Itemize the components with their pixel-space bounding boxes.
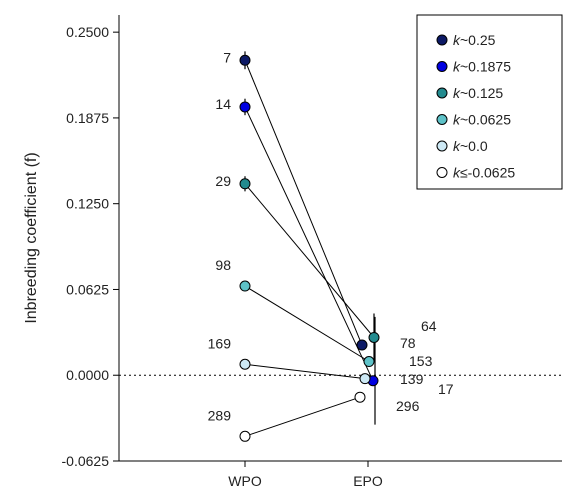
wpo-n-label: 169 bbox=[208, 335, 232, 351]
legend-entry: k~0.0625 bbox=[453, 112, 511, 128]
legend-entry: k≤-0.0625 bbox=[453, 165, 515, 181]
y-axis-title-text: Inbreeding coefficient (f) bbox=[23, 152, 40, 323]
connector-line bbox=[244, 106, 374, 381]
y-tick-label: -0.0625 bbox=[62, 453, 110, 469]
epo-n-label: 139 bbox=[400, 371, 424, 387]
x-tick-label: EPO bbox=[353, 473, 383, 489]
wpo-n-label: 289 bbox=[208, 407, 232, 423]
legend-marker bbox=[436, 114, 448, 125]
y-tick-label: 0.0000 bbox=[66, 367, 109, 383]
epo-n-label: 78 bbox=[400, 335, 416, 351]
x-tick-label: WPO bbox=[228, 473, 262, 489]
y-tick-label: 0.2500 bbox=[66, 24, 109, 40]
wpo-point bbox=[239, 101, 251, 113]
epo-n-label: 296 bbox=[396, 398, 420, 414]
connector-line bbox=[244, 363, 366, 380]
connector-line bbox=[244, 183, 375, 338]
connector-line bbox=[244, 396, 361, 437]
connector-line bbox=[244, 60, 363, 346]
epo-point bbox=[368, 331, 380, 343]
wpo-point bbox=[239, 430, 251, 442]
epo-point bbox=[354, 391, 366, 403]
epo-point bbox=[363, 356, 375, 368]
wpo-point bbox=[239, 358, 251, 370]
epo-n-label: 153 bbox=[409, 353, 433, 369]
legend-marker bbox=[436, 61, 448, 72]
wpo-point bbox=[239, 280, 251, 292]
legend-marker bbox=[436, 34, 448, 46]
wpo-n-label: 98 bbox=[215, 257, 231, 273]
wpo-n-label: 7 bbox=[223, 49, 231, 65]
y-tick-label: 0.1250 bbox=[66, 196, 109, 212]
wpo-point bbox=[239, 54, 251, 66]
legend-entry: k~0.0 bbox=[453, 138, 488, 154]
y-tick-label: 0.0625 bbox=[66, 281, 109, 297]
connector-line bbox=[244, 285, 370, 362]
epo-point bbox=[359, 373, 371, 385]
y-axis-title: Inbreeding coefficient (f) bbox=[23, 152, 40, 323]
legend-marker bbox=[436, 87, 448, 99]
epo-n-label: 64 bbox=[421, 318, 437, 334]
legend-entry: k~0.1875 bbox=[453, 59, 511, 75]
legend-entry: k~0.125 bbox=[453, 85, 503, 101]
legend-entry: k~0.25 bbox=[453, 32, 496, 48]
wpo-point bbox=[239, 178, 251, 190]
epo-point bbox=[356, 339, 368, 351]
legend-marker bbox=[436, 167, 448, 178]
y-tick-label: 0.1875 bbox=[66, 110, 109, 126]
epo-n-label: 17 bbox=[438, 381, 454, 397]
legend: k~0.25 k~0.1875 k~0.125 k~0.0625 k~0.0 k≤-0.0… bbox=[416, 14, 563, 190]
plot-area: 0.2500 0.1875 0.1250 0.0625 0.0000 -0.0625 WPO… bbox=[62, 15, 562, 489]
wpo-n-label: 14 bbox=[215, 96, 231, 112]
legend-marker bbox=[436, 140, 448, 152]
wpo-n-label: 29 bbox=[215, 173, 231, 189]
